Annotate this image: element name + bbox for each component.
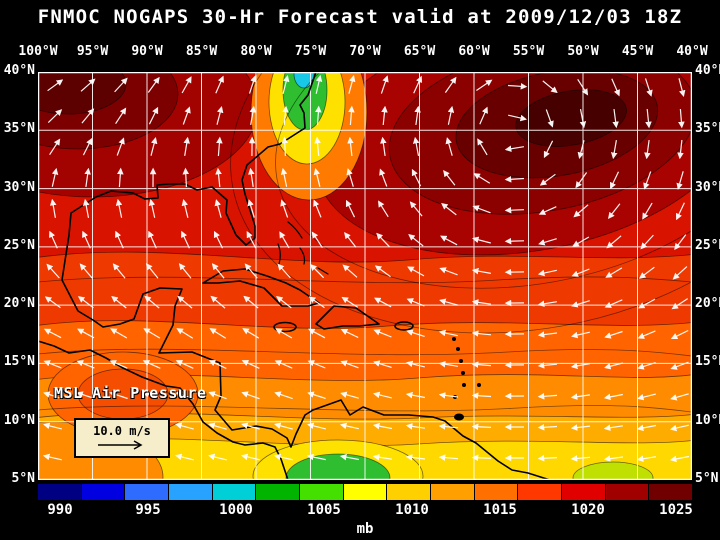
colorbar-tick-label: 1020	[571, 502, 605, 518]
lat-tick-label-right: 15°N	[695, 354, 720, 370]
lat-tick-label-left: 5°N	[11, 471, 35, 486]
pressure-colorbar	[38, 484, 693, 500]
lat-tick-label-right: 35°N	[695, 121, 720, 137]
lat-tick-label-right: 40°N	[695, 63, 720, 78]
lon-tick-label: 80°W	[240, 44, 272, 59]
colorbar-tick-label: 995	[135, 502, 161, 518]
lon-tick-label: 65°W	[403, 44, 436, 59]
page-title: FNMOC NOGAPS 30-Hr Forecast valid at 200…	[37, 6, 683, 28]
lon-tick-label: 45°W	[621, 44, 654, 59]
map-area: MSL Air Pressure 10.0 m/s	[38, 72, 692, 480]
colorbar-segment	[125, 484, 170, 500]
lat-tick-label-right: 30°N	[695, 179, 720, 195]
lat-tick-label-left: 15°N	[3, 354, 35, 370]
lon-tick-label: 100°W	[18, 44, 58, 59]
lat-tick-label-left: 10°N	[3, 412, 35, 428]
colorbar-segment	[431, 484, 475, 500]
lon-tick-label: 40°W	[676, 44, 708, 59]
coastline-north-america	[61, 72, 551, 480]
lon-tick-label: 85°W	[185, 44, 218, 59]
lat-tick-label-right: 5°N	[695, 471, 719, 486]
coastline-hispaniola	[315, 305, 380, 330]
colorbar-segment	[300, 484, 344, 500]
lat-tick-label-right: 20°N	[695, 296, 720, 312]
lat-tick-label-left: 40°N	[3, 63, 35, 78]
coastline-pacific	[38, 340, 289, 480]
colorbar-segment	[518, 484, 563, 500]
lat-tick-label-right: 10°N	[695, 412, 720, 428]
field-label: MSL Air Pressure	[54, 384, 207, 402]
wind-speed-legend: 10.0 m/s	[74, 418, 170, 458]
colorbar-segment	[343, 484, 388, 500]
colorbar-segment	[81, 484, 126, 500]
colorbar-segment	[649, 484, 693, 500]
lat-tick-label-left: 35°N	[3, 121, 35, 137]
coastline-bahamas	[277, 221, 329, 275]
lon-tick-label: 50°W	[567, 44, 599, 59]
colorbar-tick-label: 1005	[307, 502, 341, 518]
lon-tick-label: 60°W	[458, 44, 490, 59]
colorbar-segment	[169, 484, 213, 500]
lon-tick-label: 90°W	[131, 44, 163, 59]
wind-vector-arrows	[42, 74, 690, 463]
wind-reference-arrow-icon	[98, 440, 143, 450]
coastline-jamaica	[273, 321, 297, 333]
lat-tick-label-right: 25°N	[695, 237, 720, 253]
colorbar-segment	[256, 484, 301, 500]
colorbar-segment	[212, 484, 257, 500]
colorbar-tick-labels: 990 995 1000 1005 1010 1015 1020 1025	[38, 502, 693, 518]
lat-tick-label-left: 30°N	[3, 179, 35, 195]
colorbar-segment	[38, 484, 82, 500]
lon-tick-label: 75°W	[294, 44, 327, 59]
lon-tick-label: 70°W	[349, 44, 381, 59]
lat-tick-label-left: 20°N	[3, 296, 35, 312]
colorbar-tick-label: 1000	[219, 502, 253, 518]
wind-legend-value: 10.0 m/s	[93, 424, 151, 438]
colorbar-tick-label: 1010	[395, 502, 429, 518]
lat-tick-label-left: 25°N	[3, 237, 35, 253]
coastline-puerto-rico	[394, 321, 414, 331]
colorbar-unit-label: mb	[356, 521, 374, 537]
lon-tick-label: 55°W	[512, 44, 545, 59]
colorbar-tick-label: 990	[47, 502, 73, 518]
colorbar-segment	[605, 484, 650, 500]
colorbar-segment	[387, 484, 432, 500]
colorbar-tick-label: 1025	[659, 502, 693, 518]
colorbar-tick-label: 1015	[483, 502, 517, 518]
colorbar-segment	[474, 484, 519, 500]
lon-tick-label: 95°W	[76, 44, 109, 59]
colorbar-segment	[562, 484, 606, 500]
map-border	[38, 72, 692, 480]
graticule-gridlines	[38, 72, 692, 480]
pressure-map-plot	[38, 72, 692, 480]
